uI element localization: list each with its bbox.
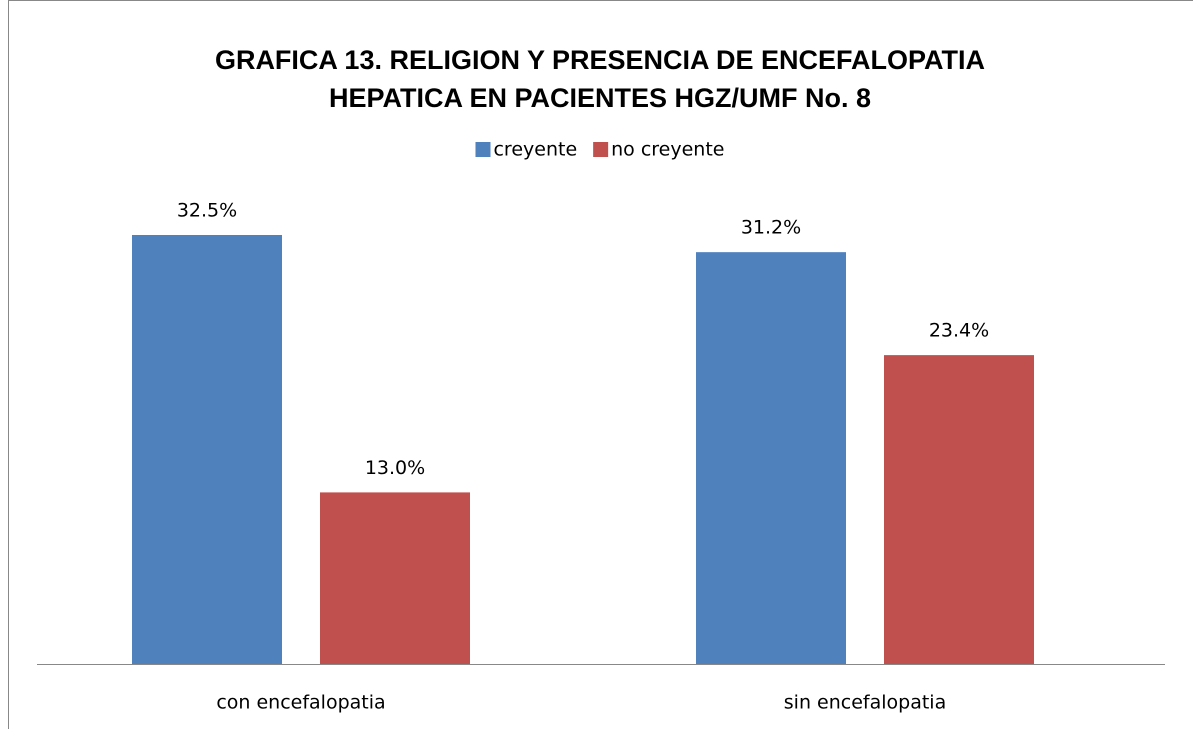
legend-label: creyente bbox=[493, 139, 577, 161]
legend-swatch bbox=[475, 142, 491, 157]
data-label: 13.0% bbox=[365, 457, 425, 479]
bar bbox=[884, 355, 1034, 664]
data-label: 31.2% bbox=[741, 217, 801, 239]
bar bbox=[320, 492, 470, 664]
legend-swatch bbox=[593, 142, 609, 157]
x-tick-label: sin encefalopatia bbox=[784, 692, 946, 714]
data-label: 23.4% bbox=[929, 320, 989, 342]
bar bbox=[696, 252, 846, 664]
x-tick-label: con encefalopatia bbox=[216, 692, 385, 714]
chart-title: GRAFICA 13. RELIGION Y PRESENCIA DE ENCE… bbox=[215, 45, 985, 75]
chart-frame bbox=[8, 0, 1193, 729]
chart-title: HEPATICA EN PACIENTES HGZ/UMF No. 8 bbox=[329, 83, 871, 113]
legend-label: no creyente bbox=[611, 139, 724, 161]
bar bbox=[132, 235, 282, 664]
data-label: 32.5% bbox=[177, 200, 237, 222]
